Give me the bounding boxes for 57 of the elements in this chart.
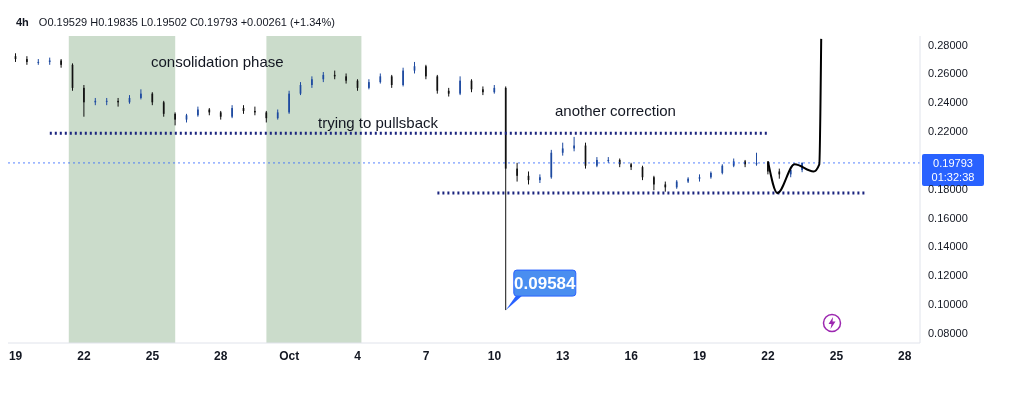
candlestick	[436, 74, 439, 95]
x-tick-label: 28	[898, 348, 912, 363]
x-tick-label: 19	[8, 348, 23, 363]
x-tick-label: 7	[422, 348, 430, 363]
y-tick-label: 0.16000	[928, 211, 968, 224]
annotation: consolidation phase	[151, 53, 284, 70]
candlestick	[687, 176, 689, 184]
annotation: another correction	[555, 102, 676, 119]
y-tick-label: 0.26000	[928, 67, 968, 80]
x-tick-label: 4	[354, 348, 362, 363]
candlestick	[710, 170, 712, 180]
candlestick	[459, 75, 461, 96]
annotation: 0.09584	[514, 274, 577, 294]
chart-title: 4h	[16, 16, 29, 28]
x-tick-label: 25	[829, 348, 844, 363]
text: O0.19529 H0.19835 L0.19502 C0.19793 +0.00261 (+1.34%)	[38, 16, 335, 28]
y-tick-label: 0.28000	[928, 38, 968, 51]
candlestick	[231, 104, 233, 119]
candlestick	[197, 106, 199, 118]
candlestick	[368, 78, 370, 90]
x-tick-label: 10	[487, 348, 502, 363]
candlestick	[26, 55, 28, 66]
x-tick-label: 22	[761, 348, 775, 363]
candlestick	[516, 162, 518, 183]
y-tick-label: 0.14000	[928, 240, 968, 253]
y-tick-label: 0.12000	[928, 269, 968, 282]
candlestick	[539, 173, 541, 184]
candlestick	[630, 162, 632, 171]
candlestick	[117, 97, 119, 108]
x-tick-label: 13	[556, 348, 570, 363]
candlestick	[311, 75, 313, 89]
annotation: trying to pullsback	[318, 114, 439, 131]
candlestick	[140, 88, 142, 100]
candlestick	[402, 67, 404, 87]
x-tick-label: 28	[214, 348, 228, 363]
candlestick	[60, 58, 62, 69]
x-tick-label: 22	[77, 348, 91, 363]
y-tick-label: 0.24000	[928, 96, 968, 109]
candlestick	[83, 84, 85, 118]
y-tick-label: 0.18000	[928, 182, 968, 195]
candlestick	[345, 72, 347, 85]
candlestick	[596, 156, 598, 168]
x-tick-label: 25	[145, 348, 160, 363]
y-tick-label: 0.08000	[928, 326, 968, 339]
candlestick	[288, 90, 290, 115]
x-tick-label: 19	[692, 348, 707, 363]
ref-line-label: 0.19793	[933, 156, 973, 169]
candlestick	[254, 106, 256, 116]
candlestick	[425, 64, 427, 80]
candlestick	[482, 85, 484, 96]
x-tick-label: Oct	[279, 348, 300, 363]
candlestick	[653, 175, 655, 191]
x-tick-label: 16	[624, 348, 639, 363]
candlestick	[174, 111, 176, 126]
y-tick-label: 0.22000	[928, 125, 968, 138]
text: 01:32:38	[931, 170, 975, 183]
y-tick-label: 0.10000	[928, 297, 968, 310]
